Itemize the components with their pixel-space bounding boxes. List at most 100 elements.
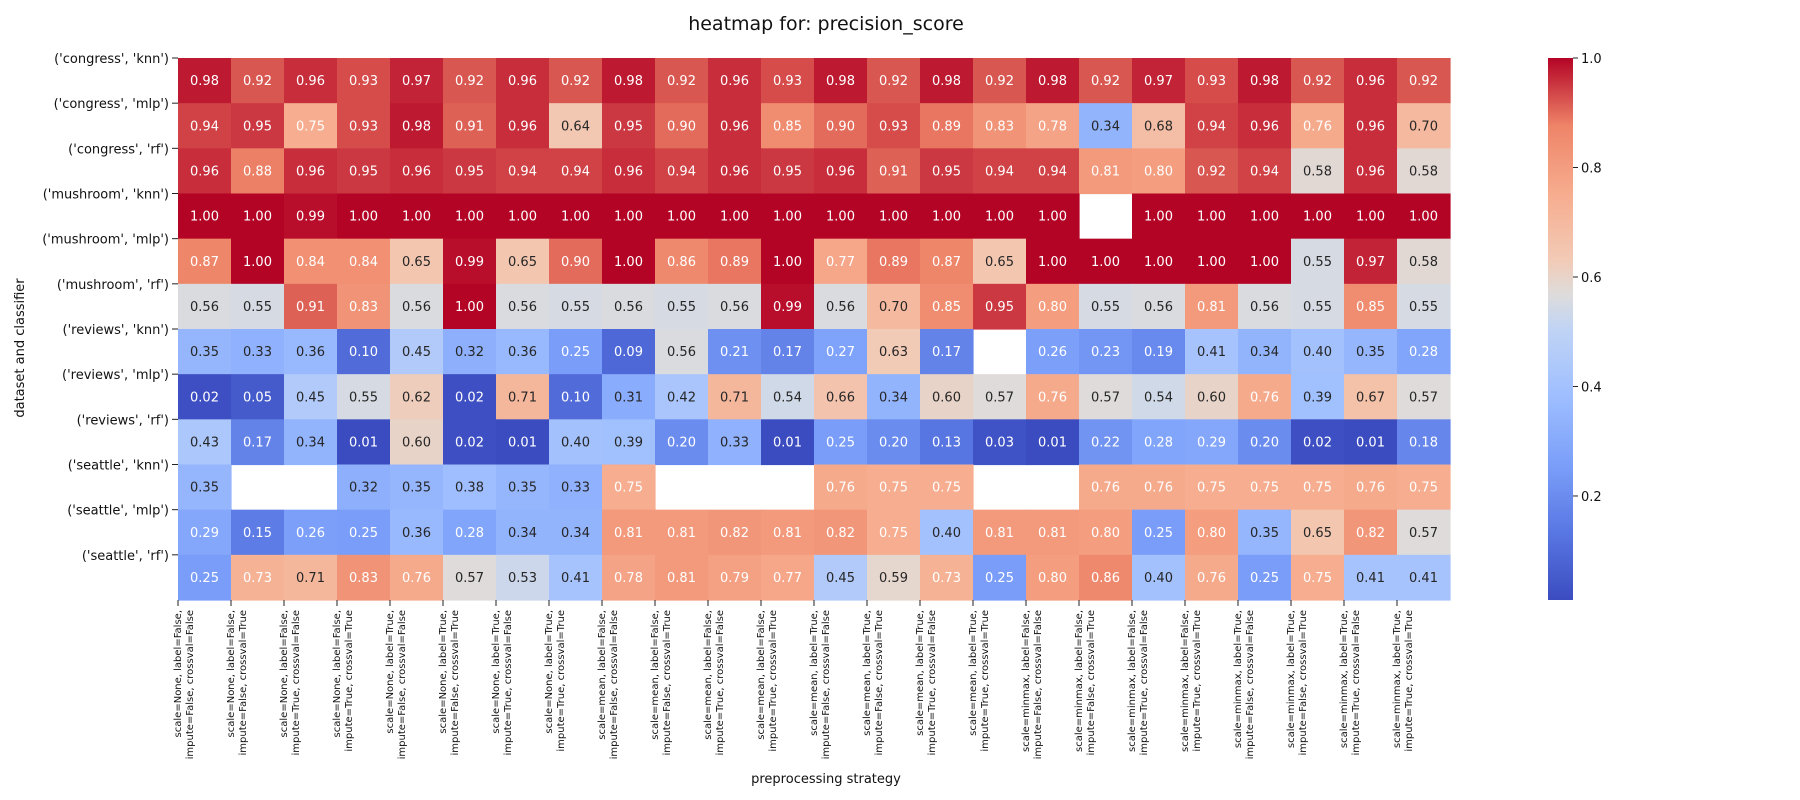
heatmap-cell (284, 419, 338, 466)
heatmap-cell (1132, 374, 1186, 420)
heatmap-cell (1079, 148, 1133, 195)
heatmap-cell (1185, 103, 1239, 149)
cell-value: 0.68 (1144, 119, 1173, 134)
cell-value: 0.81 (1038, 526, 1067, 541)
cell-value: 0.77 (826, 255, 855, 270)
cell-value: 0.82 (1356, 526, 1385, 541)
cell-value: 0.80 (1091, 526, 1120, 541)
y-tick-label: ('congress', 'knn') (54, 52, 169, 67)
heatmap-cell (284, 148, 338, 195)
cell-value: 0.90 (667, 119, 696, 134)
heatmap-cell (761, 509, 815, 556)
heatmap-cell (708, 238, 762, 285)
cell-value: 0.71 (296, 571, 325, 586)
heatmap-cell (1397, 509, 1451, 556)
x-tick-label: scale=None, label=True, impute=False, cro… (385, 610, 408, 759)
heatmap-cell (284, 103, 338, 149)
heatmap-cell (284, 238, 338, 285)
cell-value: 0.92 (561, 74, 590, 89)
x-tick-label-line: scale=minmax, label=False, (1074, 610, 1085, 752)
cell-value: 0.77 (773, 571, 802, 586)
cell-value: 0.28 (455, 526, 484, 541)
cell-value: 0.62 (402, 390, 431, 405)
heatmap-cell (1185, 58, 1239, 104)
x-tick-label-line: impute=False, crossval=True (1086, 610, 1097, 756)
cell-value: 0.60 (1197, 390, 1226, 405)
colorbar-tick-label: 0.4 (1581, 380, 1602, 395)
heatmap-cell (1291, 58, 1345, 104)
x-tick-label: scale=mean, label=True, impute=True, cros… (968, 610, 991, 752)
cell-value: 0.73 (932, 571, 961, 586)
heatmap-cell (443, 374, 497, 420)
heatmap-cell (973, 103, 1027, 149)
heatmap-cell (1185, 554, 1239, 601)
heatmap-cell (1344, 419, 1398, 466)
heatmap-cell (708, 103, 762, 149)
heatmap-cell (1185, 509, 1239, 556)
cell-value: 0.81 (773, 526, 802, 541)
heatmap-cell (602, 464, 656, 511)
heatmap-cell (549, 238, 603, 285)
cell-value: 0.76 (1197, 571, 1226, 586)
heatmap-cell (1397, 283, 1451, 330)
cell-value: 0.35 (190, 481, 219, 496)
heatmap-cell (973, 148, 1027, 195)
cell-value: 0.01 (1038, 435, 1067, 450)
heatmap-cell (1026, 283, 1080, 330)
heatmap-cell (920, 103, 974, 149)
heatmap-cell (443, 283, 497, 330)
x-tick-label-line: scale=minmax, label=False, (1021, 610, 1032, 752)
cell-value: 0.96 (826, 164, 855, 179)
cell-value: 0.26 (1038, 345, 1067, 360)
heatmap-cell (814, 193, 868, 240)
heatmap-cell (1026, 329, 1080, 375)
y-tick-label: ('congress', 'rf') (68, 142, 169, 157)
heatmap-cell (655, 509, 709, 556)
y-axis-ticks: ('congress', 'knn') ('congress', 'mlp') ('… (42, 52, 178, 564)
cell-value: 0.80 (1038, 300, 1067, 315)
heatmap-cell (284, 374, 338, 420)
cell-value: 0.90 (826, 119, 855, 134)
heatmap-cell (284, 193, 338, 240)
heatmap-cell (496, 283, 550, 330)
x-tick-label: scale=mean, label=False, impute=True, cro… (703, 610, 726, 756)
cell-value: 1.00 (190, 210, 219, 225)
cell-value: 0.17 (243, 435, 272, 450)
cell-value: 0.76 (1144, 481, 1173, 496)
cell-value: 0.25 (1144, 526, 1173, 541)
heatmap-cell (973, 509, 1027, 556)
colorbar (1548, 58, 1573, 600)
heatmap-cell (443, 509, 497, 556)
cell-value: 0.94 (190, 119, 219, 134)
heatmap-cell (496, 509, 550, 556)
cell-value: 0.92 (1197, 164, 1226, 179)
cell-value: 0.54 (1144, 390, 1173, 405)
cell-value: 0.59 (879, 571, 908, 586)
cell-value: 0.98 (1250, 74, 1279, 89)
heatmap-cell (496, 419, 550, 466)
heatmap-cell (231, 103, 285, 149)
x-tick-label: scale=None, label=False, impute=False, cr… (226, 610, 249, 756)
x-tick-label: scale=minmax, label=True, impute=True, cr… (1339, 610, 1362, 756)
cell-value: 0.20 (1250, 435, 1279, 450)
heatmap-cell (1291, 329, 1345, 375)
cell-value: 0.81 (667, 526, 696, 541)
heatmap-cell (549, 329, 603, 375)
cell-value: 0.80 (1144, 164, 1173, 179)
cell-value: 0.76 (1091, 481, 1120, 496)
heatmap-cell (1397, 238, 1451, 285)
cell-value: 0.95 (455, 164, 484, 179)
heatmap-cell (549, 374, 603, 420)
x-tick-label-line: scale=mean, label=False, (703, 610, 714, 740)
cell-value: 0.89 (720, 255, 749, 270)
cell-value: 0.75 (1250, 481, 1279, 496)
heatmap-cell (1238, 509, 1292, 556)
heatmap-cell (602, 329, 656, 375)
heatmap-cell (867, 193, 921, 240)
cell-value: 0.94 (1250, 164, 1279, 179)
cell-value: 0.55 (667, 300, 696, 315)
heatmap-cell (390, 554, 444, 601)
cell-value: 0.99 (296, 210, 325, 225)
x-tick-label: scale=mean, label=False, impute=False, cr… (650, 610, 673, 756)
